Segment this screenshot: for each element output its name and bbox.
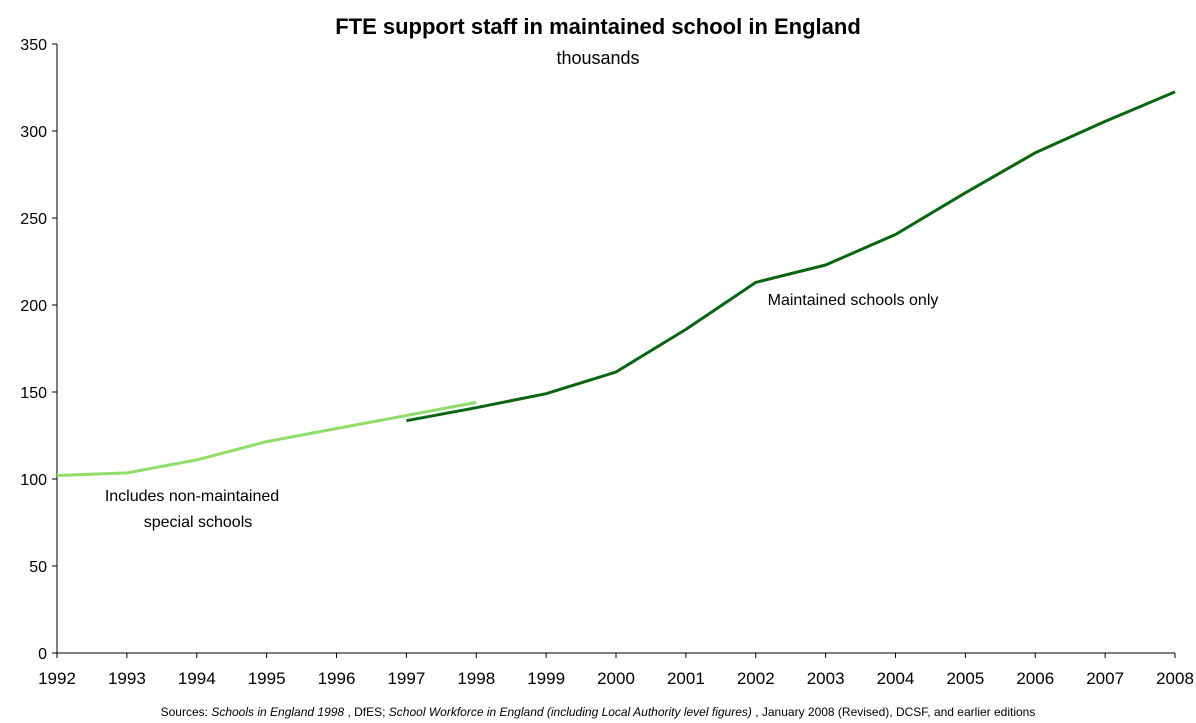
sources-footnote: Sources: Schools in England 1998 , DfES;… [0, 705, 1196, 719]
annotation-label: Includes non-maintained [105, 488, 279, 505]
x-tick-label: 2004 [877, 669, 915, 688]
y-tick-label: 0 [38, 646, 47, 663]
y-tick-label: 50 [29, 559, 47, 576]
x-tick-label: 2002 [737, 669, 775, 688]
x-tick-label: 2005 [946, 669, 984, 688]
source-2-title: School Workforce in England (including L… [388, 705, 752, 719]
sources-label: Sources: [160, 705, 212, 719]
chart-title: FTE support staff in maintained school i… [335, 14, 861, 39]
x-tick-label: 2006 [1016, 669, 1054, 688]
x-tick-label: 2008 [1156, 669, 1194, 688]
y-tick-label: 250 [20, 211, 47, 228]
annotation-label: special schools [144, 514, 253, 531]
y-tick-label: 200 [20, 298, 47, 315]
x-tick-label: 1999 [527, 669, 565, 688]
series-line-1 [56, 400, 477, 477]
x-tick-label: 1997 [387, 669, 425, 688]
x-tick-label: 2001 [667, 669, 705, 688]
annotation-label: Maintained schools only [768, 292, 939, 309]
x-tick-label: 1996 [318, 669, 356, 688]
y-tick-label: 300 [20, 124, 47, 141]
x-tick-label: 2007 [1086, 669, 1124, 688]
source-2-publisher: , January 2008 (Revised), DCSF, and earl… [751, 705, 1036, 719]
x-tick-label: 1998 [457, 669, 495, 688]
series-line-2 [406, 90, 1176, 423]
y-tick-label: 350 [20, 37, 47, 54]
x-tick-label: 2000 [597, 669, 635, 688]
x-tick-label: 1993 [108, 669, 146, 688]
y-tick-label: 100 [20, 472, 47, 489]
x-tick-label: 1992 [38, 669, 76, 688]
x-tick-label: 1994 [178, 669, 216, 688]
x-tick-label: 2003 [807, 669, 845, 688]
y-tick-label: 150 [20, 385, 47, 402]
x-tick-label: 1995 [248, 669, 286, 688]
source-1-title: Schools in England 1998 [211, 705, 345, 719]
chart-subtitle: thousands [556, 48, 640, 68]
source-1-publisher: , DfES; [344, 705, 389, 719]
